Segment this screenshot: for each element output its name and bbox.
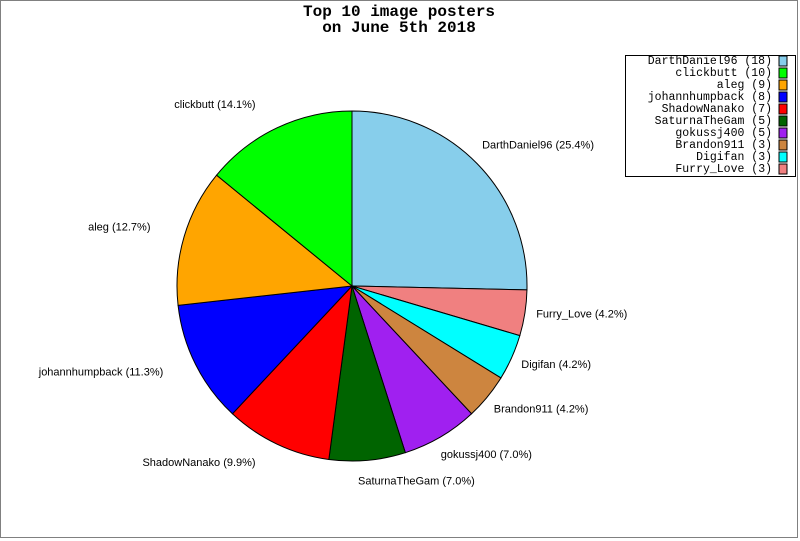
- svg-text:gokussj400 (7.0%): gokussj400 (7.0%): [441, 449, 532, 461]
- svg-text:Digifan (4.2%): Digifan (4.2%): [521, 359, 591, 371]
- svg-text:clickbutt (14.1%): clickbutt (14.1%): [174, 99, 255, 111]
- svg-text:johannhumpback (11.3%): johannhumpback (11.3%): [38, 367, 164, 379]
- svg-text:aleg (12.7%): aleg (12.7%): [88, 222, 150, 234]
- svg-text:ShadowNanako (9.9%): ShadowNanako (9.9%): [142, 457, 255, 469]
- svg-text:DarthDaniel96 (25.4%): DarthDaniel96 (25.4%): [482, 139, 594, 151]
- svg-text:Brandon911 (4.2%): Brandon911 (4.2%): [494, 403, 589, 415]
- svg-text:Furry_Love (4.2%): Furry_Love (4.2%): [536, 309, 627, 321]
- svg-text:SaturnaTheGam (7.0%): SaturnaTheGam (7.0%): [358, 475, 475, 487]
